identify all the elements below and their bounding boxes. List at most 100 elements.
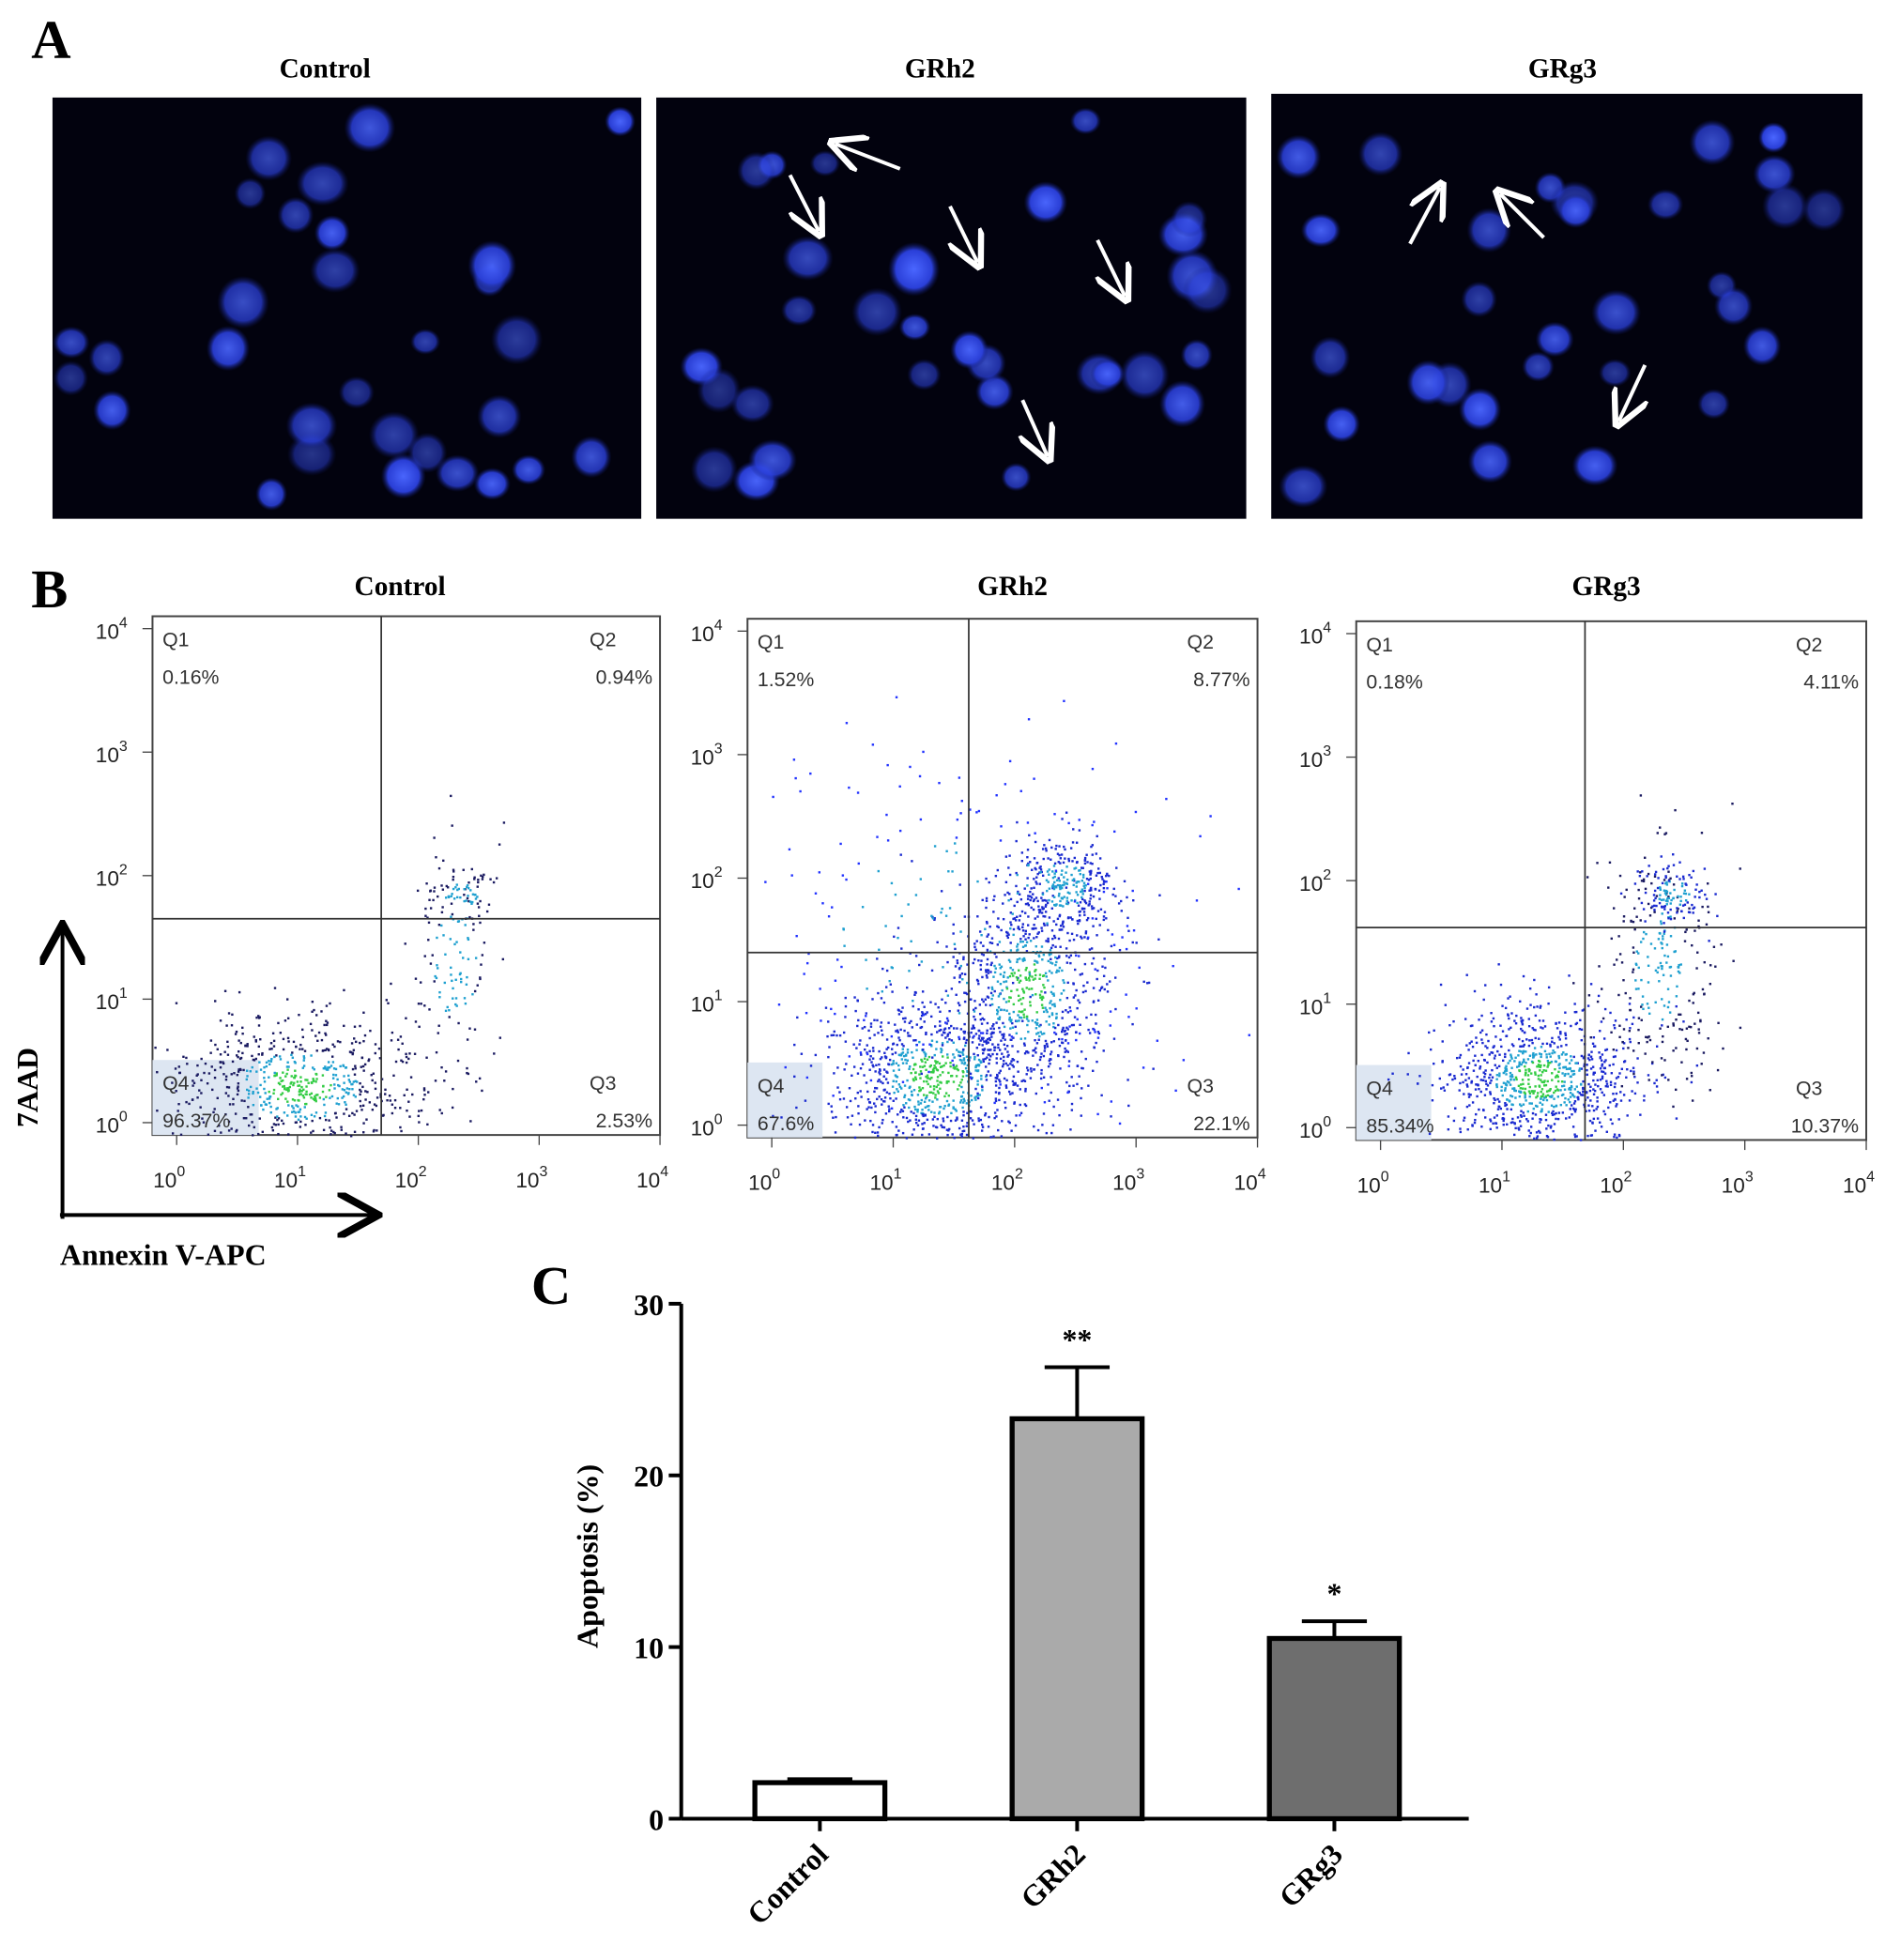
event bbox=[1491, 1076, 1494, 1079]
event bbox=[936, 1061, 939, 1064]
y-tick-label: 101 bbox=[96, 986, 128, 1014]
event bbox=[1050, 961, 1052, 964]
event bbox=[362, 1069, 365, 1072]
event bbox=[227, 1120, 231, 1124]
event bbox=[877, 1134, 880, 1138]
quadrant-label: Q4 bbox=[162, 1072, 190, 1095]
event bbox=[1025, 1049, 1029, 1053]
event bbox=[1060, 992, 1063, 995]
event bbox=[948, 1031, 951, 1034]
event bbox=[276, 1107, 279, 1110]
event bbox=[961, 1053, 965, 1056]
event bbox=[957, 1002, 960, 1004]
event bbox=[941, 1049, 943, 1051]
event bbox=[1517, 1126, 1520, 1130]
event bbox=[364, 1090, 367, 1093]
event bbox=[959, 1133, 962, 1137]
event bbox=[1050, 900, 1054, 903]
event bbox=[1648, 914, 1652, 917]
event bbox=[997, 926, 1000, 929]
event bbox=[1644, 856, 1647, 859]
event bbox=[263, 1087, 266, 1091]
event bbox=[1509, 1075, 1512, 1078]
event bbox=[1620, 1067, 1623, 1071]
event bbox=[1571, 1073, 1574, 1076]
event bbox=[263, 1077, 266, 1080]
event bbox=[390, 1039, 393, 1042]
event bbox=[1071, 918, 1074, 921]
event bbox=[289, 1082, 292, 1085]
event bbox=[924, 1061, 927, 1064]
event bbox=[1034, 945, 1037, 948]
x-tick-label: 102 bbox=[991, 1167, 1023, 1195]
event bbox=[1448, 1024, 1451, 1027]
event bbox=[1505, 1073, 1508, 1076]
event bbox=[1509, 1071, 1512, 1075]
event bbox=[876, 1097, 879, 1101]
event bbox=[926, 1058, 929, 1062]
event bbox=[809, 772, 812, 775]
event bbox=[1391, 1072, 1394, 1075]
event bbox=[292, 1083, 295, 1087]
event bbox=[1132, 899, 1135, 902]
event bbox=[982, 1049, 986, 1052]
tick-base: 10 bbox=[274, 1169, 298, 1192]
event bbox=[997, 995, 1001, 998]
event bbox=[436, 964, 438, 967]
event bbox=[1490, 1079, 1493, 1082]
event bbox=[997, 1128, 1000, 1132]
event bbox=[869, 1119, 872, 1123]
nucleus bbox=[1697, 389, 1730, 420]
event bbox=[832, 1034, 835, 1036]
event bbox=[1581, 1009, 1585, 1012]
event bbox=[1688, 1025, 1691, 1029]
event bbox=[330, 1055, 334, 1058]
event bbox=[174, 1067, 177, 1070]
nucleus bbox=[690, 446, 738, 493]
event bbox=[245, 1069, 249, 1072]
event bbox=[1027, 1019, 1030, 1022]
event bbox=[1088, 900, 1091, 903]
event bbox=[973, 1123, 975, 1125]
event bbox=[1546, 1060, 1550, 1063]
event bbox=[1050, 1012, 1054, 1015]
nucleus bbox=[730, 384, 774, 423]
event bbox=[360, 1109, 363, 1111]
event bbox=[1079, 973, 1082, 976]
event bbox=[880, 1021, 883, 1024]
event bbox=[1604, 1059, 1607, 1062]
y-tick-label: 10 bbox=[634, 1632, 664, 1665]
event bbox=[354, 1080, 357, 1083]
event bbox=[214, 1043, 217, 1047]
event bbox=[944, 914, 948, 917]
event bbox=[979, 1118, 983, 1122]
event bbox=[1678, 1028, 1681, 1031]
event bbox=[1484, 1069, 1487, 1072]
event bbox=[1017, 976, 1019, 980]
event bbox=[464, 1002, 467, 1005]
event bbox=[1619, 892, 1623, 896]
event bbox=[1092, 1027, 1095, 1031]
event bbox=[995, 1062, 999, 1064]
event bbox=[433, 890, 436, 893]
event bbox=[299, 1093, 302, 1095]
event bbox=[1127, 1104, 1130, 1108]
event bbox=[1666, 1025, 1669, 1029]
event bbox=[1674, 808, 1677, 812]
event bbox=[918, 963, 921, 967]
event bbox=[325, 1068, 329, 1071]
event bbox=[450, 915, 452, 918]
event bbox=[1004, 1062, 1007, 1065]
event bbox=[966, 1122, 969, 1125]
event bbox=[942, 1120, 945, 1123]
event bbox=[959, 1081, 962, 1084]
event bbox=[1004, 1107, 1007, 1110]
quadrant-label: Q2 bbox=[1796, 634, 1822, 656]
event bbox=[1010, 924, 1013, 926]
event bbox=[1666, 988, 1670, 990]
event bbox=[921, 1011, 924, 1014]
event bbox=[1570, 1085, 1573, 1089]
event bbox=[912, 1056, 914, 1059]
event bbox=[1003, 1008, 1005, 1012]
event bbox=[947, 1080, 950, 1083]
